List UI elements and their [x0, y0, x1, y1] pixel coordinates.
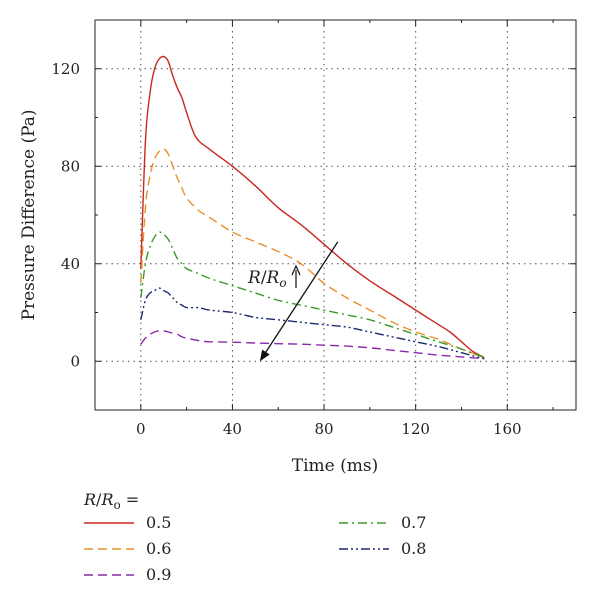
- grid-lines: [95, 20, 576, 410]
- trend-arrow-head: [259, 349, 270, 362]
- y-axis-label: Pressure Difference (Pa): [19, 109, 39, 320]
- annotation-slash: /: [261, 268, 267, 288]
- x-tick-label: 160: [493, 420, 522, 438]
- legend-label-0-8: 0.8: [401, 539, 426, 558]
- x-tick-label: 40: [223, 420, 242, 438]
- y-tick-label: 0: [70, 352, 80, 370]
- legend-items: 0.5 0.6 0.7 0.8 0.9: [84, 513, 426, 584]
- series-line-0-6: [140, 148, 485, 359]
- y-tick-label: 80: [61, 157, 80, 175]
- x-tick-label: 120: [401, 420, 430, 438]
- annotation-r0: R: [266, 268, 280, 288]
- legend-title: R/Ro =: [83, 490, 139, 512]
- series-line-0-9: [140, 329, 485, 360]
- legend-label-0-5: 0.5: [146, 513, 171, 532]
- y-tick-label: 120: [51, 60, 80, 78]
- axis-ticks: [94, 19, 576, 411]
- x-tick-labels: 0 40 80 120 160: [136, 420, 522, 438]
- y-tick-labels: 0 40 80 120: [51, 60, 80, 371]
- x-tick-label: 0: [136, 420, 146, 438]
- legend-label-0-7: 0.7: [401, 513, 426, 532]
- x-tick-label: 80: [315, 420, 334, 438]
- legend-label-0-6: 0.6: [146, 539, 171, 558]
- series-lines: [140, 55, 485, 360]
- legend-label-0-9: 0.9: [146, 565, 171, 584]
- plot-frame: [94, 19, 577, 411]
- y-tick-label: 40: [61, 255, 80, 273]
- trend-arrow: [265, 241, 339, 353]
- annotation-r: R: [247, 268, 261, 288]
- annotation-up-arrow-head: [291, 264, 301, 276]
- annotation-subscript: o: [279, 276, 286, 290]
- series-line-0-7: [140, 231, 485, 359]
- ratio-annotation: R/Ro: [247, 241, 339, 362]
- legend: R/Ro = 0.5 0.6 0.7 0.8 0.9: [83, 490, 426, 584]
- series-line-0-5: [140, 55, 485, 359]
- annotation-label: R/Ro: [247, 268, 287, 290]
- x-axis-label: Time (ms): [292, 456, 378, 476]
- series-line-0-8: [140, 287, 485, 360]
